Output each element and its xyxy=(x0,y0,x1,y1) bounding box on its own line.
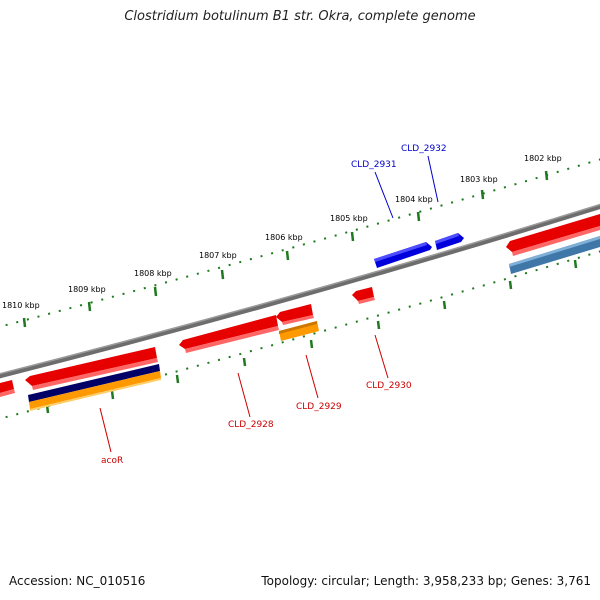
cds-feature xyxy=(435,233,464,250)
accession-text: Accession: NC_010516 xyxy=(9,574,146,588)
orange-feature-shade xyxy=(279,321,317,334)
cds-feature xyxy=(276,304,313,322)
cds-feature xyxy=(179,315,278,349)
gene-label-cld-2929: CLD_2929 xyxy=(296,402,342,412)
scale-label-1804: 1804 kbp xyxy=(395,195,433,204)
scale-ring-outer xyxy=(0,158,600,328)
gene-label-cld-2931: CLD_2931 xyxy=(351,160,397,170)
navy-feature xyxy=(28,364,160,402)
cds-feature xyxy=(512,226,600,256)
forward-cds-features xyxy=(0,214,600,397)
cds-feature xyxy=(352,287,374,301)
scale-label-1805: 1805 kbp xyxy=(330,214,368,223)
scale-label-1802: 1802 kbp xyxy=(524,154,562,163)
label-leaders xyxy=(99,155,439,453)
orange-feature-shade xyxy=(30,378,161,411)
cds-feature xyxy=(0,380,14,393)
genome-summary-text: Topology: circular; Length: 3,958,233 bp… xyxy=(261,574,591,588)
cds-feature xyxy=(374,242,432,268)
gene-label-cld-2930: CLD_2930 xyxy=(366,381,412,391)
cds-feature xyxy=(374,242,427,262)
steel-feature-shade xyxy=(509,236,600,267)
cds-feature xyxy=(0,389,15,397)
scale-label-1807: 1807 kbp xyxy=(199,251,237,260)
other-features xyxy=(28,236,600,411)
cds-feature xyxy=(32,358,158,390)
cds-feature xyxy=(506,214,600,252)
cds-feature xyxy=(282,315,314,325)
cds-feature xyxy=(185,326,279,353)
scale-label-1809: 1809 kbp xyxy=(68,285,106,294)
gene-label-cld-2932: CLD_2932 xyxy=(401,144,447,154)
scale-label-1810: 1810 kbp xyxy=(2,301,40,310)
cds-feature xyxy=(358,297,375,304)
genome-backbone xyxy=(0,203,600,379)
cds-feature xyxy=(25,347,157,386)
cds-feature xyxy=(435,233,459,244)
gene-label-acor: acoR xyxy=(101,456,123,466)
scale-label-1808: 1808 kbp xyxy=(134,269,172,278)
reverse-cds-features xyxy=(374,233,464,268)
scale-label-1806: 1806 kbp xyxy=(265,233,303,242)
gene-label-cld-2928: CLD_2928 xyxy=(228,420,274,430)
orange-feature xyxy=(29,371,161,409)
scale-label-1803: 1803 kbp xyxy=(460,175,498,184)
map-title: Clostridium botulinum B1 str. Okra, comp… xyxy=(124,9,476,24)
